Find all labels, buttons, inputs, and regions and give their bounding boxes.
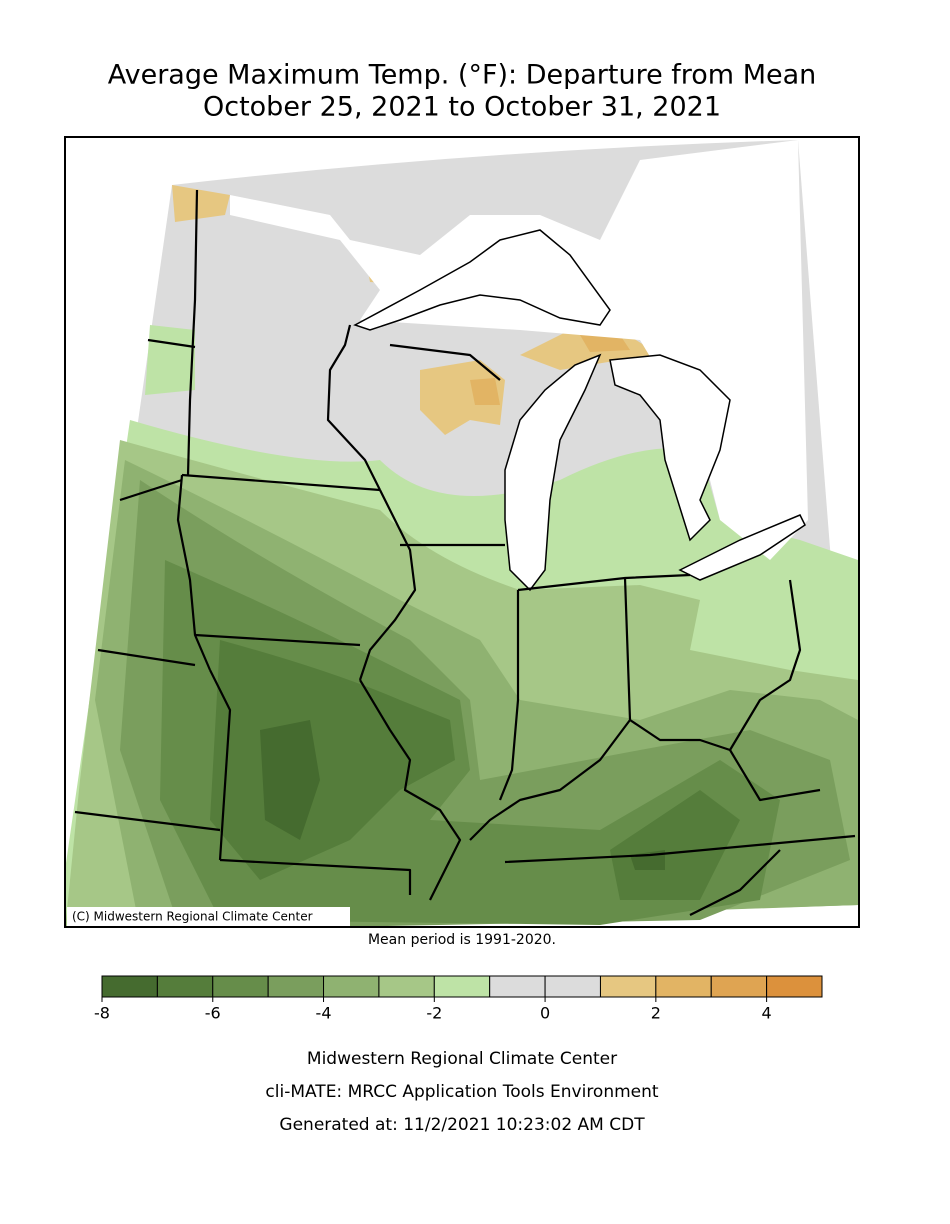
title: Average Maximum Temp. (°F): Departure fr… bbox=[108, 60, 817, 91]
legend-tick-label: -2 bbox=[426, 1004, 442, 1023]
legend-swatch bbox=[544, 975, 601, 998]
legend-swatch bbox=[599, 975, 657, 998]
region-warm bbox=[172, 185, 660, 435]
legend-tick-label: -8 bbox=[94, 1004, 110, 1023]
color-legend: -8 -6 -4 -2 0 2 4 bbox=[94, 975, 823, 1023]
map-frame bbox=[64, 136, 860, 928]
footer-line: cli-MATE: MRCC Application Tools Environ… bbox=[265, 1082, 658, 1102]
lake-huron bbox=[609, 354, 731, 542]
legend-tick-label: -6 bbox=[205, 1004, 221, 1023]
state-borders bbox=[74, 189, 856, 916]
legend-swatch bbox=[766, 975, 823, 998]
legend-swatch bbox=[323, 975, 380, 998]
canada-area bbox=[230, 140, 808, 560]
legend-swatch bbox=[156, 975, 214, 998]
region-cool-7 bbox=[260, 720, 665, 870]
legend-swatch bbox=[710, 975, 768, 998]
lake-michigan bbox=[504, 353, 602, 592]
legend-swatch bbox=[101, 975, 158, 998]
region-warm-2 bbox=[470, 335, 630, 405]
lake-erie bbox=[678, 514, 806, 581]
mean-period-note: Mean period is 1991-2020. bbox=[368, 932, 556, 948]
legend-tick-label: 2 bbox=[651, 1004, 661, 1023]
map bbox=[65, 140, 858, 927]
legend-swatch bbox=[212, 975, 269, 998]
copyright: (C) Midwestern Regional Climate Center bbox=[72, 910, 313, 924]
footer-line: Midwestern Regional Climate Center bbox=[307, 1049, 617, 1069]
legend-swatch bbox=[655, 975, 712, 998]
subtitle: October 25, 2021 to October 31, 2021 bbox=[203, 92, 721, 123]
region-cool-6 bbox=[210, 640, 740, 900]
legend-swatch bbox=[433, 975, 491, 998]
legend-tick-label: 4 bbox=[762, 1004, 772, 1023]
legend-swatch bbox=[489, 975, 546, 998]
legend-tick-label: -4 bbox=[316, 1004, 332, 1023]
legend-swatch bbox=[378, 975, 435, 998]
copyright-box bbox=[67, 907, 350, 926]
legend-tick-label: 0 bbox=[540, 1004, 550, 1023]
legend-swatch bbox=[267, 975, 325, 998]
footer-line: Generated at: 11/2/2021 10:23:02 AM CDT bbox=[279, 1115, 645, 1135]
lake-superior bbox=[353, 229, 611, 331]
